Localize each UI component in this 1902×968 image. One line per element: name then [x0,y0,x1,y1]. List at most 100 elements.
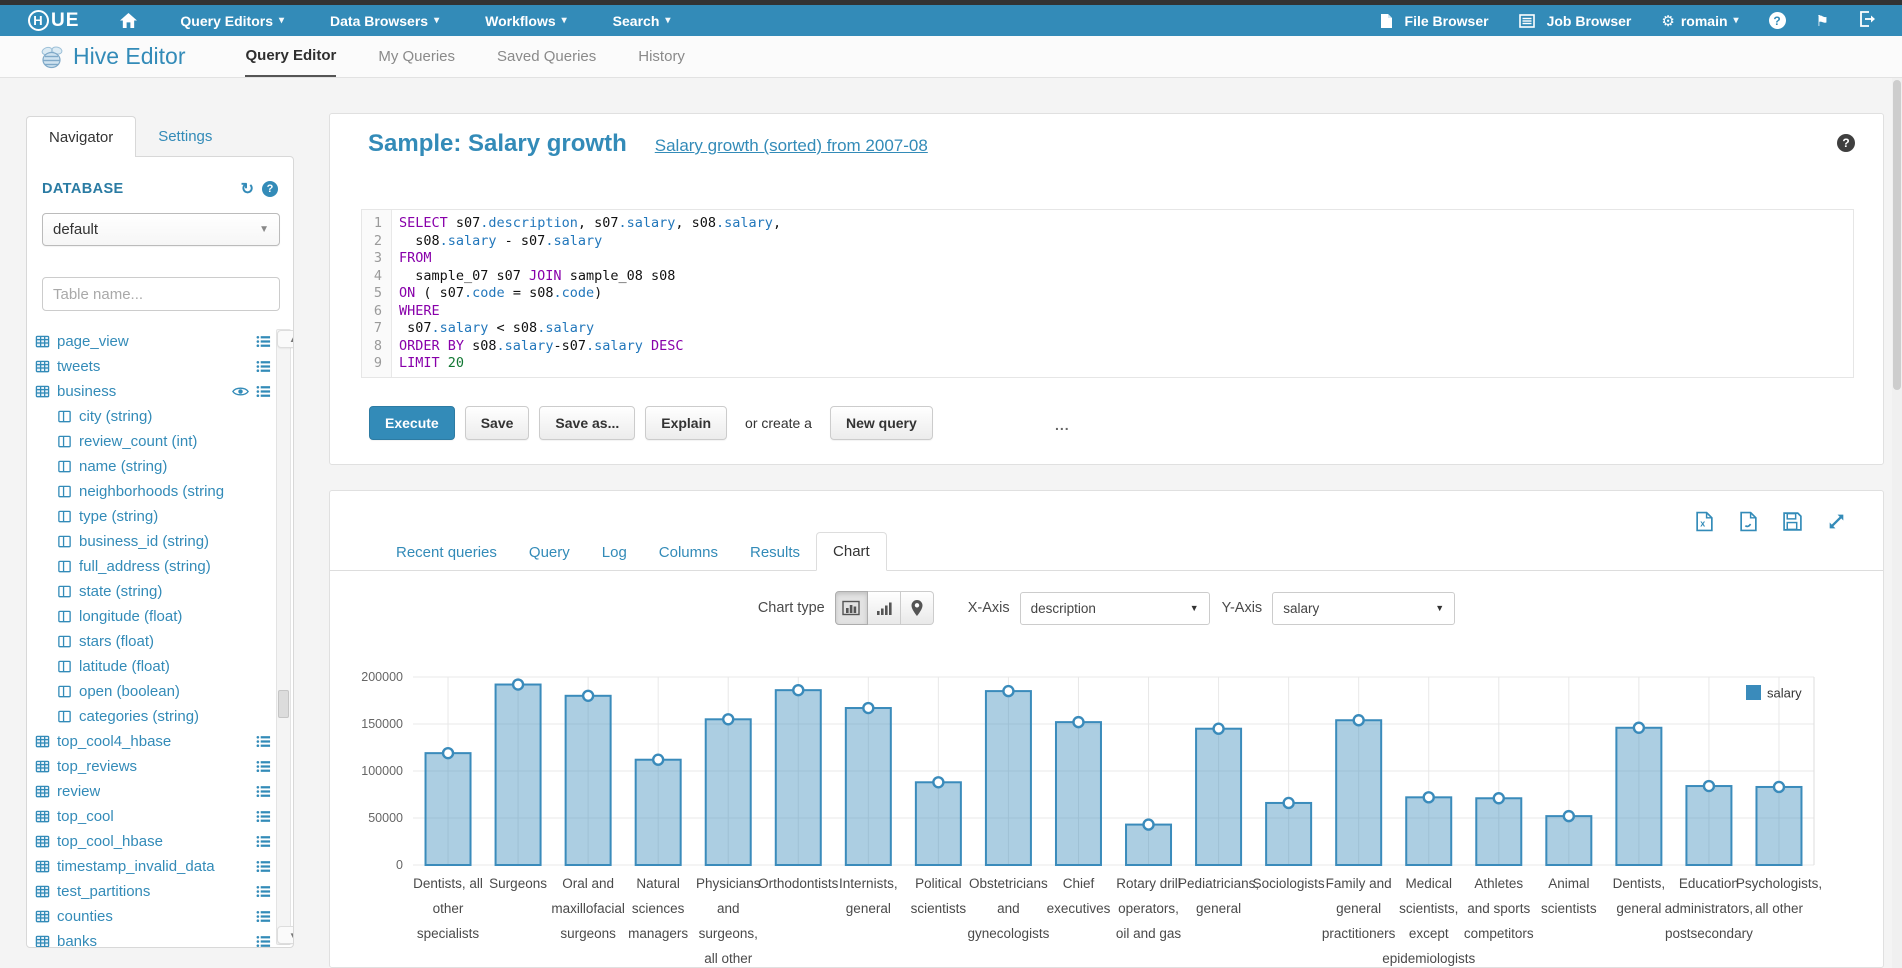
sql-editor[interactable]: 123456789 SELECT s07.description, s07.sa… [361,209,1854,378]
column-item-latitude-float[interactable]: latitude (float) [35,654,273,679]
page-scrollbar[interactable] [1892,78,1902,968]
results-tab-columns[interactable]: Columns [643,534,734,571]
save-results-button[interactable] [1782,511,1803,532]
show-columns-button[interactable] [256,334,271,349]
column-item-categories-string[interactable]: categories (string) [35,704,273,729]
results-tab-query[interactable]: Query [513,534,586,571]
show-columns-button[interactable] [256,784,271,799]
show-columns-button[interactable] [256,834,271,849]
table-item-banks[interactable]: banks [35,929,273,947]
hive-editor-title[interactable]: Hive Editor [38,43,185,70]
show-columns-button[interactable] [256,859,271,874]
table-item-business[interactable]: business [35,379,273,404]
chart-bar-obstetricians-and-gynecologists[interactable] [986,691,1031,865]
chart-bar-political-scientists[interactable] [916,782,961,865]
chart-bar-medical-scientists-except-epidemiologists[interactable] [1406,797,1451,865]
chart-bar-education-administrators-postsecondary[interactable] [1686,786,1731,865]
chart-bar-animal-scientists[interactable] [1546,816,1591,865]
help-button[interactable]: ? [1769,12,1786,29]
file-browser-button[interactable]: File Browser [1380,13,1489,29]
tab-history[interactable]: History [638,36,685,77]
topnav-menu-data-browsers[interactable]: Data Browsers▾ [330,13,439,29]
query-description-link[interactable]: Salary growth (sorted) from 2007-08 [655,136,928,156]
column-item-name-string[interactable]: name (string) [35,454,273,479]
table-filter-input[interactable] [42,277,280,311]
show-columns-button[interactable] [256,384,271,399]
column-item-stars-float[interactable]: stars (float) [35,629,273,654]
results-tab-log[interactable]: Log [586,534,643,571]
query-help-icon[interactable]: ? [1837,134,1855,152]
chart-bar-athletes-and-sports-competitors[interactable] [1476,798,1521,865]
results-tab-recent-queries[interactable]: Recent queries [380,534,513,571]
line-chart-type-button[interactable] [868,591,901,625]
sql-code[interactable]: SELECT s07.description, s07.salary, s08.… [392,210,1853,377]
excel-download-button[interactable]: x [1694,511,1715,532]
show-columns-button[interactable] [256,909,271,924]
table-item-counties[interactable]: counties [35,904,273,929]
home-button[interactable] [119,12,138,29]
database-select[interactable]: default ▼ [42,213,280,246]
chart-bar-sociologists[interactable] [1266,803,1311,865]
topnav-menu-search[interactable]: Search▾ [613,13,671,29]
chart-bar-internists-general[interactable] [846,708,891,865]
save-button[interactable]: Save [465,406,530,440]
tab-my-queries[interactable]: My Queries [378,36,455,77]
topnav-menu-query-editors[interactable]: Query Editors▾ [180,13,284,29]
table-item-top-cool[interactable]: top_cool [35,804,273,829]
scroll-up-button[interactable]: ▲ [277,330,294,348]
expand-results-button[interactable] [1826,511,1847,532]
column-item-state-string[interactable]: state (string) [35,579,273,604]
column-item-longitude-float[interactable]: longitude (float) [35,604,273,629]
page-scrollbar-thumb[interactable] [1893,80,1901,390]
chart-bar-chief-executives[interactable] [1056,722,1101,865]
chart-bar-orthodontists[interactable] [776,690,821,865]
table-item-top-reviews[interactable]: top_reviews [35,754,273,779]
csv-download-button[interactable] [1738,511,1759,532]
y-axis-select[interactable]: salary ▼ [1272,592,1455,625]
table-item-test-partitions[interactable]: test_partitions [35,879,273,904]
column-item-type-string[interactable]: type (string) [35,504,273,529]
scroll-down-button[interactable]: ▼ [277,926,294,944]
chart-bar-psychologists-all-other[interactable] [1756,787,1801,865]
bar-chart-type-button[interactable] [835,591,868,625]
table-item-timestamp-invalid-data[interactable]: timestamp_invalid_data [35,854,273,879]
column-item-review-count-int[interactable]: review_count (int) [35,429,273,454]
results-tab-results[interactable]: Results [734,534,816,571]
show-columns-button[interactable] [256,759,271,774]
table-item-top-cool-hbase[interactable]: top_cool_hbase [35,829,273,854]
save-as-button[interactable]: Save as... [539,406,635,440]
chart-bar-pediatricians-general[interactable] [1196,729,1241,865]
sidebar-tab-settings[interactable]: Settings [136,116,234,157]
topnav-menu-workflows[interactable]: Workflows▾ [485,13,567,29]
new-query-button[interactable]: New query [830,406,933,440]
column-item-city-string[interactable]: city (string) [35,404,273,429]
table-item-page-view[interactable]: page_view [35,329,273,354]
column-item-open-boolean[interactable]: open (boolean) [35,679,273,704]
map-chart-type-button[interactable] [901,591,934,625]
refresh-icon[interactable]: ↻ [241,179,254,199]
hue-logo[interactable]: HUE [28,10,79,32]
editor-resize-grip[interactable]: ... [1055,417,1070,433]
job-browser-button[interactable]: Job Browser [1519,13,1632,29]
x-axis-select[interactable]: description ▼ [1020,592,1210,625]
show-columns-button[interactable] [256,734,271,749]
show-columns-button[interactable] [256,809,271,824]
column-item-full-address-string[interactable]: full_address (string) [35,554,273,579]
show-columns-button[interactable] [256,884,271,899]
tab-saved-queries[interactable]: Saved Queries [497,36,596,77]
flag-icon[interactable]: ⚑ [1816,12,1829,30]
legend-swatch[interactable] [1746,685,1761,700]
execute-button[interactable]: Execute [369,406,455,440]
preview-eye-button[interactable] [232,386,249,397]
scrollbar-thumb[interactable] [278,690,289,718]
chart-bar-natural-sciences-managers[interactable] [636,760,681,865]
tab-query-editor[interactable]: Query Editor [245,36,336,77]
user-menu[interactable]: ⚙ romain ▾ [1661,12,1738,30]
table-item-top-cool4-hbase[interactable]: top_cool4_hbase [35,729,273,754]
chart-bar-physicians-and-surgeons-all-other[interactable] [706,719,751,865]
results-tab-chart[interactable]: Chart [816,532,887,571]
chart-bar-dentists-all-other-specialists[interactable] [426,753,471,865]
logout-button[interactable] [1859,11,1876,30]
show-columns-button[interactable] [256,359,271,374]
show-columns-button[interactable] [256,934,271,947]
